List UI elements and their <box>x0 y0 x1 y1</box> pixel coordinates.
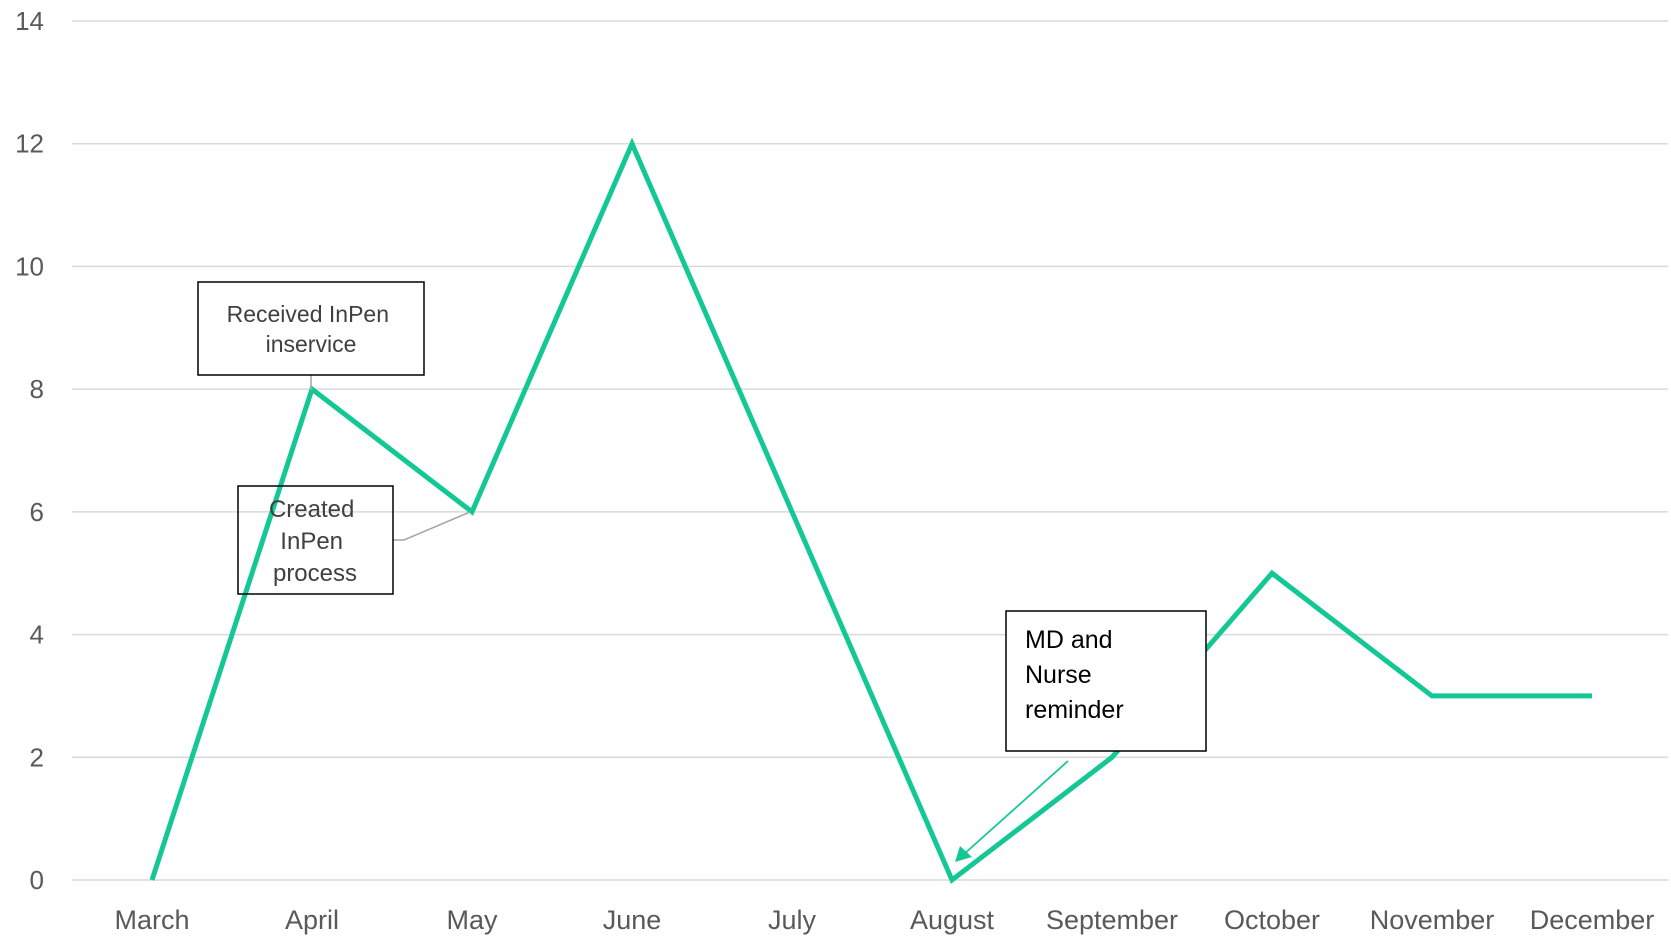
x-axis-ticks: March April May June July August September Octo… <box>114 905 1654 935</box>
x-tick-label: June <box>603 905 662 935</box>
annotation-box-3 <box>1005 610 1207 752</box>
y-tick-label: 6 <box>30 497 44 527</box>
y-axis-ticks: 0 2 4 6 8 10 12 14 <box>15 6 44 895</box>
gridlines <box>72 20 1668 881</box>
annotation-md-nurse: MD and Nurse reminder <box>955 610 1207 862</box>
svg-text:MD and Nurse remin: MD and Nurse reminder <box>1025 626 1124 724</box>
x-tick-label: October <box>1224 905 1320 935</box>
annotation-received-inpen: Received InPen inservice <box>197 281 425 390</box>
annotation-3-line-1: MD and <box>1025 626 1113 654</box>
svg-text:Received InPen inservice: Received InPen inservice <box>227 301 396 357</box>
series-line <box>149 137 1592 884</box>
annotation-3-line-3: reminder <box>1025 696 1124 724</box>
x-tick-label: May <box>446 905 498 935</box>
y-tick-label: 2 <box>30 742 44 772</box>
x-tick-label: September <box>1046 905 1178 935</box>
x-tick-label: August <box>910 905 995 935</box>
y-tick-label: 12 <box>15 129 44 159</box>
annotation-box-1 <box>197 281 425 376</box>
x-tick-label: December <box>1530 905 1655 935</box>
x-tick-label: July <box>768 905 817 935</box>
annotation-arrow-3 <box>962 760 1069 856</box>
y-tick-label: 4 <box>30 620 44 650</box>
x-tick-label: November <box>1370 905 1495 935</box>
y-tick-label: 8 <box>30 374 44 404</box>
annotation-1-line-2: inservice <box>266 331 357 357</box>
y-tick-label: 14 <box>15 6 44 36</box>
annotation-1-line-1: Received InPen <box>227 301 389 327</box>
data-points <box>151 143 1593 881</box>
x-tick-label: April <box>285 905 339 935</box>
x-tick-label: March <box>114 905 189 935</box>
y-tick-label: 0 <box>30 865 44 895</box>
annotation-3-line-2: Nurse <box>1025 661 1092 689</box>
arrow-head-icon <box>955 846 972 862</box>
y-tick-label: 10 <box>15 251 44 281</box>
